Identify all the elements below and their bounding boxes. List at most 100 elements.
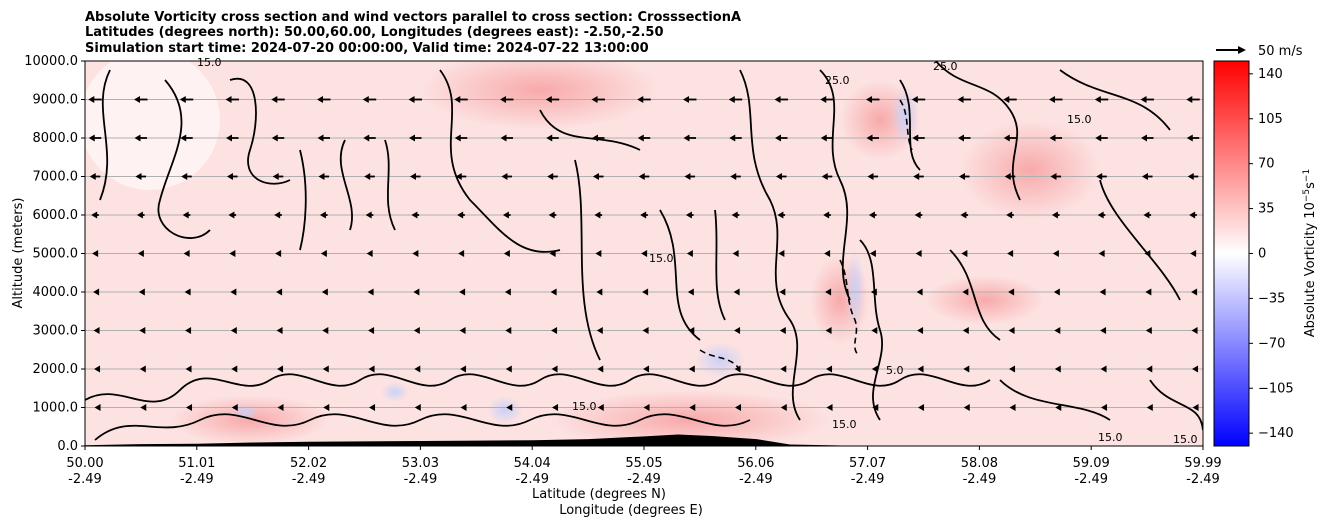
x-tick-label-lon: -2.49 <box>963 472 997 487</box>
wind-arrow <box>958 173 970 180</box>
wind-arrow <box>780 404 787 411</box>
wind-arrow <box>231 365 238 373</box>
wind-arrow <box>88 134 102 142</box>
wind-arrow <box>369 404 376 411</box>
wind-arrow <box>731 211 740 219</box>
wind-arrow <box>225 96 239 103</box>
wind-arrow <box>688 365 695 373</box>
y-tick-label: 2000.0 <box>33 362 79 377</box>
wind-arrow <box>914 211 923 219</box>
wind-arrow <box>414 404 421 411</box>
x-tick-label-lat: 56.06 <box>737 456 774 471</box>
wind-arrow <box>368 365 375 373</box>
wind-arrow <box>459 327 466 334</box>
wind-arrow <box>368 327 375 334</box>
contour-label: 25.0 <box>825 74 850 87</box>
wind-arrow <box>505 327 512 334</box>
wind-arrow <box>1192 404 1199 411</box>
wind-arrow <box>1008 327 1015 334</box>
y-tick-label: 7000.0 <box>33 170 79 185</box>
wind-arrow <box>89 173 101 180</box>
wind-arrow <box>775 173 787 180</box>
wind-arrow <box>365 211 374 219</box>
wind-arrow <box>185 327 192 334</box>
colorbar-label: Absolute Vorticity 10−5s−1 <box>1302 169 1318 337</box>
wind-arrow <box>597 365 604 373</box>
terrain-profile <box>85 434 1203 446</box>
wind-arrow <box>871 327 878 334</box>
wind-arrow <box>1144 250 1151 257</box>
wind-arrow <box>93 327 100 334</box>
wind-arrow <box>687 288 694 296</box>
wind-arrow <box>321 288 328 296</box>
wind-arrow <box>1141 134 1154 142</box>
wind-arrow <box>230 288 237 296</box>
wind-arrow <box>506 404 513 411</box>
wind-arrow <box>317 134 330 142</box>
wind-arrow <box>319 211 328 219</box>
wind-arrow <box>457 211 465 219</box>
wind-arrow <box>274 211 282 219</box>
y-tick-label: 6000.0 <box>33 208 79 223</box>
wind-arrow <box>460 404 467 411</box>
x-tick-label-lon: -2.49 <box>515 472 549 487</box>
colorbar-tick-label: −105 <box>1258 381 1294 396</box>
wind-arrow <box>1049 134 1062 142</box>
wind-arrow <box>824 250 831 257</box>
contour-label: 15.0 <box>1067 113 1092 126</box>
wind-arrow <box>779 288 786 296</box>
wind-arrow <box>94 365 101 373</box>
contour-labels: 25.0 15.0 15.0 5.0 15.0 15.0 15.0 15.0 2… <box>197 56 1198 446</box>
wind-arrow <box>88 96 102 103</box>
wind-arrow <box>1098 250 1105 257</box>
wind-arrow <box>595 250 602 257</box>
colorbar-tick-label: −70 <box>1258 336 1285 351</box>
y-tick-label: 0.0 <box>57 439 78 454</box>
wind-arrow <box>915 250 922 257</box>
wind-arrow <box>1145 288 1152 296</box>
x-tick-label-lon: -2.49 <box>739 472 773 487</box>
wind-arrow <box>962 327 969 334</box>
x-tick-label-lat: 50.00 <box>66 456 103 471</box>
wind-arrow <box>272 173 284 180</box>
wind-arrow <box>642 327 649 334</box>
wind-arrow <box>916 288 923 296</box>
wind-arrow <box>276 288 283 296</box>
wind-arrow <box>867 173 879 180</box>
x-tick-label-lon: -2.49 <box>1074 472 1108 487</box>
wind-arrow <box>1187 173 1199 180</box>
wind-arrow <box>685 211 694 219</box>
wind-arrow <box>825 288 832 296</box>
wind-arrow <box>363 134 376 142</box>
x-axis-label-latitude: Latitude (degrees N) <box>532 487 666 502</box>
colorbar-tick-label: −35 <box>1258 291 1285 306</box>
wind-arrow <box>869 250 876 257</box>
wind-arrow <box>1096 173 1107 180</box>
wind-arrow <box>683 134 696 142</box>
wind-arrow <box>870 288 877 296</box>
wind-arrow <box>458 250 465 257</box>
wind-arrow <box>1053 288 1060 296</box>
wind-arrow <box>1094 96 1109 103</box>
wind-arrow <box>500 134 513 142</box>
wind-arrow <box>1095 134 1108 142</box>
x-tick-label-lat: 59.99 <box>1184 456 1221 471</box>
wind-arrow <box>546 134 559 142</box>
wind-arrow <box>182 211 191 219</box>
wind-arrow <box>545 96 560 103</box>
wind-arrow <box>549 250 556 257</box>
wind-arrow <box>460 365 467 373</box>
wind-arrow <box>318 173 330 180</box>
wind-arrow <box>323 404 330 411</box>
wind-arrow <box>1006 211 1014 219</box>
wind-arrow <box>1049 96 1063 103</box>
x-tick-label-lat: 52.02 <box>290 456 327 471</box>
wind-arrow <box>181 173 192 180</box>
contour-label: 5.0 <box>886 364 904 377</box>
wind-arrow <box>730 173 741 180</box>
wind-arrow <box>231 404 238 411</box>
wind-arrow <box>917 327 924 334</box>
wind-arrow <box>1009 404 1016 411</box>
wind-arrow <box>963 404 970 411</box>
contour-label: 15.0 <box>1098 431 1123 444</box>
